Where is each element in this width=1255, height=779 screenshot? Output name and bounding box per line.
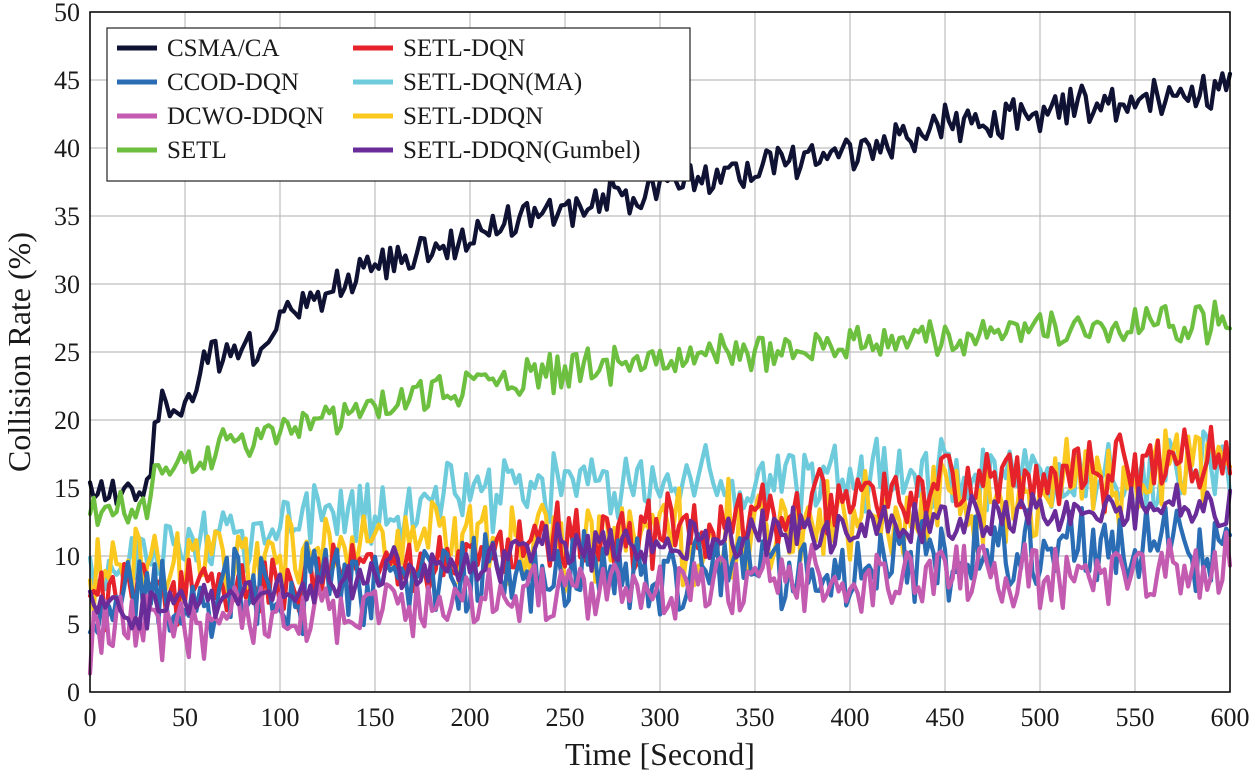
x-tick-label-0: 0 (84, 703, 97, 732)
x-axis-label: Time [Second] (565, 736, 755, 772)
x-tick-label-50: 50 (172, 703, 198, 732)
x-tick-label-400: 400 (831, 703, 870, 732)
legend-box (106, 27, 691, 182)
y-tick-label-10: 10 (54, 542, 80, 571)
x-tick-label-600: 600 (1211, 703, 1250, 732)
legend-label-ccod-dqn: CCOD-DQN (167, 69, 299, 96)
legend-label-setl-ddqn-gumbel: SETL-DDQN(Gumbel) (403, 137, 640, 164)
x-tick-label-300: 300 (641, 703, 680, 732)
y-tick-label-35: 35 (54, 202, 80, 231)
series-line-setl (87, 299, 1233, 528)
y-tick-label-0: 0 (67, 678, 80, 707)
legend-items: CSMA/CA CCOD-DQN DCWO-DDQN SETL SETL-DQN SETL… (117, 35, 640, 164)
x-tick-label-500: 500 (1021, 703, 1060, 732)
y-tick-label-40: 40 (54, 134, 80, 163)
legend-label-setl-dqn: SETL-DQN (403, 35, 525, 62)
x-tick-label-150: 150 (356, 703, 395, 732)
legend-label-csma-ca: CSMA/CA (167, 35, 280, 62)
x-tick-label-200: 200 (451, 703, 490, 732)
y-tick-label-20: 20 (54, 406, 80, 435)
x-tick-label-250: 250 (546, 703, 585, 732)
y-tick-label-30: 30 (54, 270, 80, 299)
x-tick-label-550: 550 (1116, 703, 1155, 732)
y-tick-label-45: 45 (54, 66, 80, 95)
legend-label-setl: SETL (167, 137, 227, 164)
y-axis-label: Collision Rate (%) (1, 232, 37, 472)
legend: CSMA/CA CCOD-DQN DCWO-DDQN SETL SETL-DQN SETL… (106, 27, 691, 182)
x-tick-label-450: 450 (926, 703, 965, 732)
y-tick-label-50: 50 (54, 0, 80, 27)
y-tick-label-5: 5 (67, 610, 80, 639)
legend-label-setl-dqn-ma: SETL-DQN(MA) (403, 69, 582, 96)
x-tick-label-350: 350 (736, 703, 775, 732)
y-tick-label-25: 25 (54, 338, 80, 367)
series-line-setl-ddqn-gumbel (87, 482, 1233, 631)
legend-label-setl-ddqn: SETL-DDQN (403, 103, 543, 130)
plot-frame (89, 11, 1231, 693)
series-line-setl-dqn-ma (87, 429, 1233, 592)
x-tick-label-100: 100 (261, 703, 300, 732)
y-tick-label-15: 15 (54, 474, 80, 503)
series-line-dcwo-ddqn (87, 530, 1233, 676)
legend-label-dcwo-ddqn: DCWO-DDQN (167, 103, 324, 130)
tick-labels: 0 50 100 150 200 250 300 350 400 450 500 550 600 0 5 10… (54, 0, 1250, 732)
